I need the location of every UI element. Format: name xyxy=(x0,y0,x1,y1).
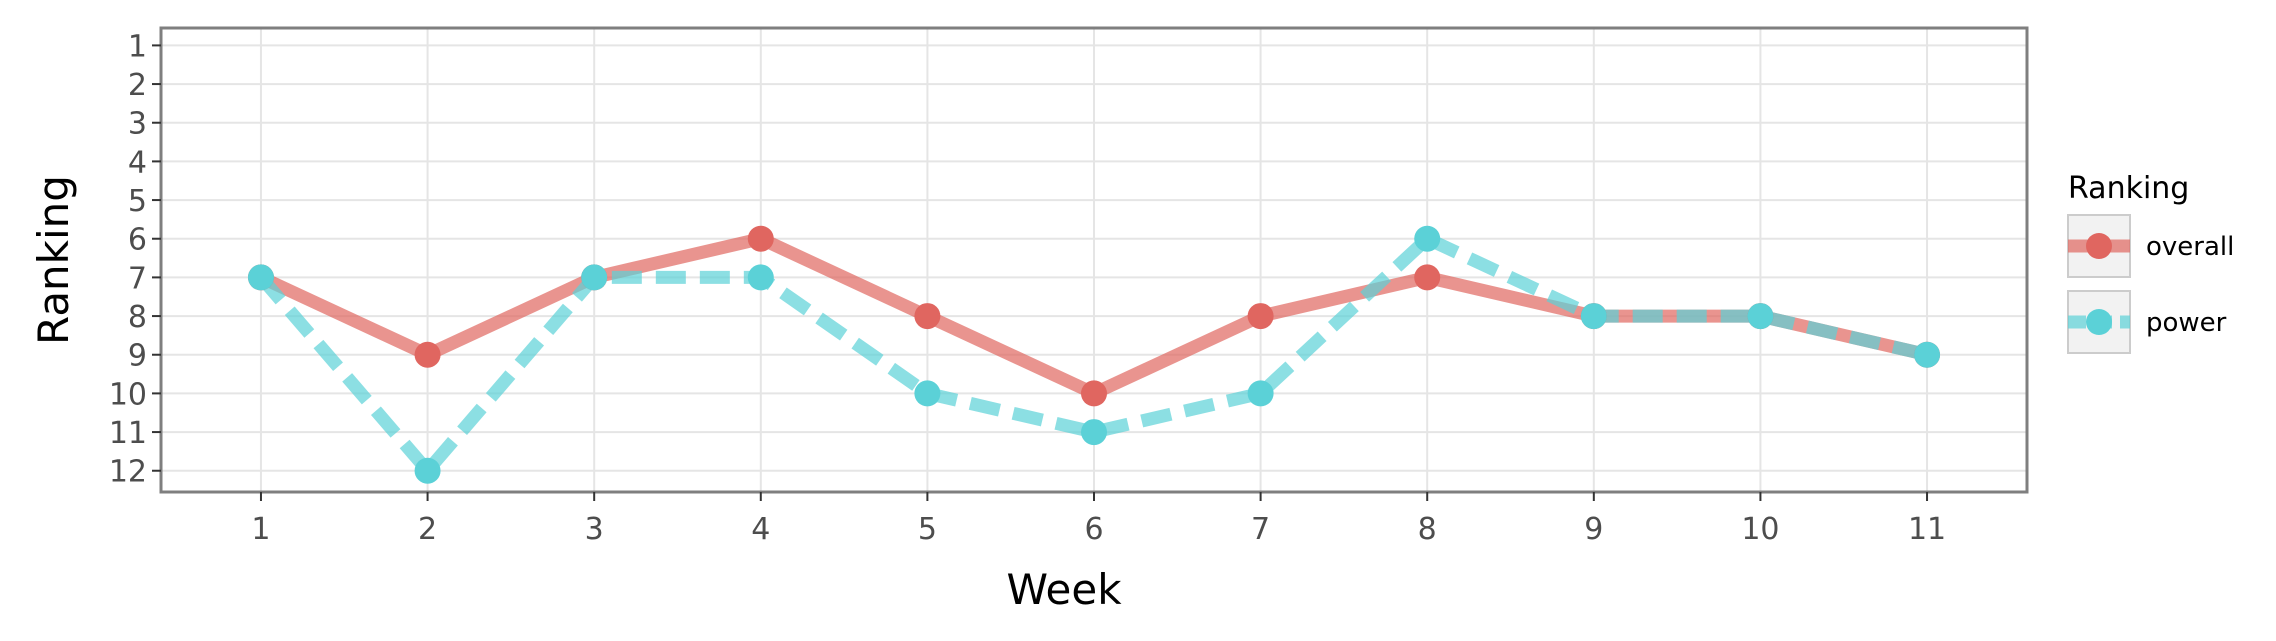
data-point-overall xyxy=(1081,380,1107,407)
data-point-power xyxy=(1747,303,1774,330)
data-point-power xyxy=(414,457,441,484)
data-point-overall xyxy=(747,225,774,252)
x-tick-label: 7 xyxy=(1251,512,1270,547)
y-tick-label: 1 xyxy=(128,29,147,64)
y-tick-label: 11 xyxy=(109,416,147,451)
x-tick-label: 4 xyxy=(751,512,770,547)
data-point-power xyxy=(747,264,774,291)
series-points xyxy=(247,225,1941,484)
y-tick-label: 12 xyxy=(109,455,147,490)
y-tick-label: 3 xyxy=(128,107,147,142)
data-point-power xyxy=(1081,419,1107,446)
x-tick-label: 11 xyxy=(1908,512,1946,547)
y-tick-label: 4 xyxy=(128,145,147,180)
data-point-overall xyxy=(1247,303,1274,330)
x-tick-label: 3 xyxy=(585,512,604,547)
y-tick-label: 7 xyxy=(128,261,147,296)
x-tick-label: 5 xyxy=(918,512,937,547)
data-point-power xyxy=(581,264,608,291)
data-point-overall xyxy=(1414,264,1441,291)
y-tick-label: 10 xyxy=(109,377,147,412)
x-tick-label: 9 xyxy=(1584,512,1603,547)
y-tick-label: 5 xyxy=(128,184,147,219)
y-tick-label: 2 xyxy=(128,68,147,103)
y-tick-label: 8 xyxy=(128,300,147,335)
y-axis-title: Ranking xyxy=(29,175,78,345)
data-point-overall xyxy=(914,303,941,330)
legend-label-power: power xyxy=(2146,308,2227,338)
y-tick-label: 9 xyxy=(128,339,147,374)
series-line-power xyxy=(256,232,1929,478)
data-point-power xyxy=(914,380,941,407)
data-point-power xyxy=(1414,225,1441,252)
data-point-power xyxy=(1914,341,1941,368)
data-point-overall xyxy=(414,341,441,368)
x-tick-label: 6 xyxy=(1084,512,1103,547)
data-point-power xyxy=(247,264,274,291)
grid-lines xyxy=(161,28,2027,492)
x-axis-ticks: 1 2 3 4 5 6 7 8 9 10 11 xyxy=(251,492,1946,547)
legend: Ranking overall power xyxy=(2067,171,2234,354)
data-point-power xyxy=(1580,303,1607,330)
legend-label-overall: overall xyxy=(2146,232,2234,262)
data-point-power xyxy=(1247,380,1274,407)
x-tick-label: 2 xyxy=(418,512,437,547)
x-axis-title: Week xyxy=(1006,565,1122,614)
x-tick-label: 8 xyxy=(1418,512,1437,547)
y-tick-label: 6 xyxy=(128,223,147,258)
legend-marker-overall xyxy=(2086,233,2112,259)
x-tick-label: 10 xyxy=(1741,512,1779,547)
legend-marker-power xyxy=(2086,309,2112,335)
x-tick-label: 1 xyxy=(251,512,270,547)
legend-title: Ranking xyxy=(2068,171,2189,206)
